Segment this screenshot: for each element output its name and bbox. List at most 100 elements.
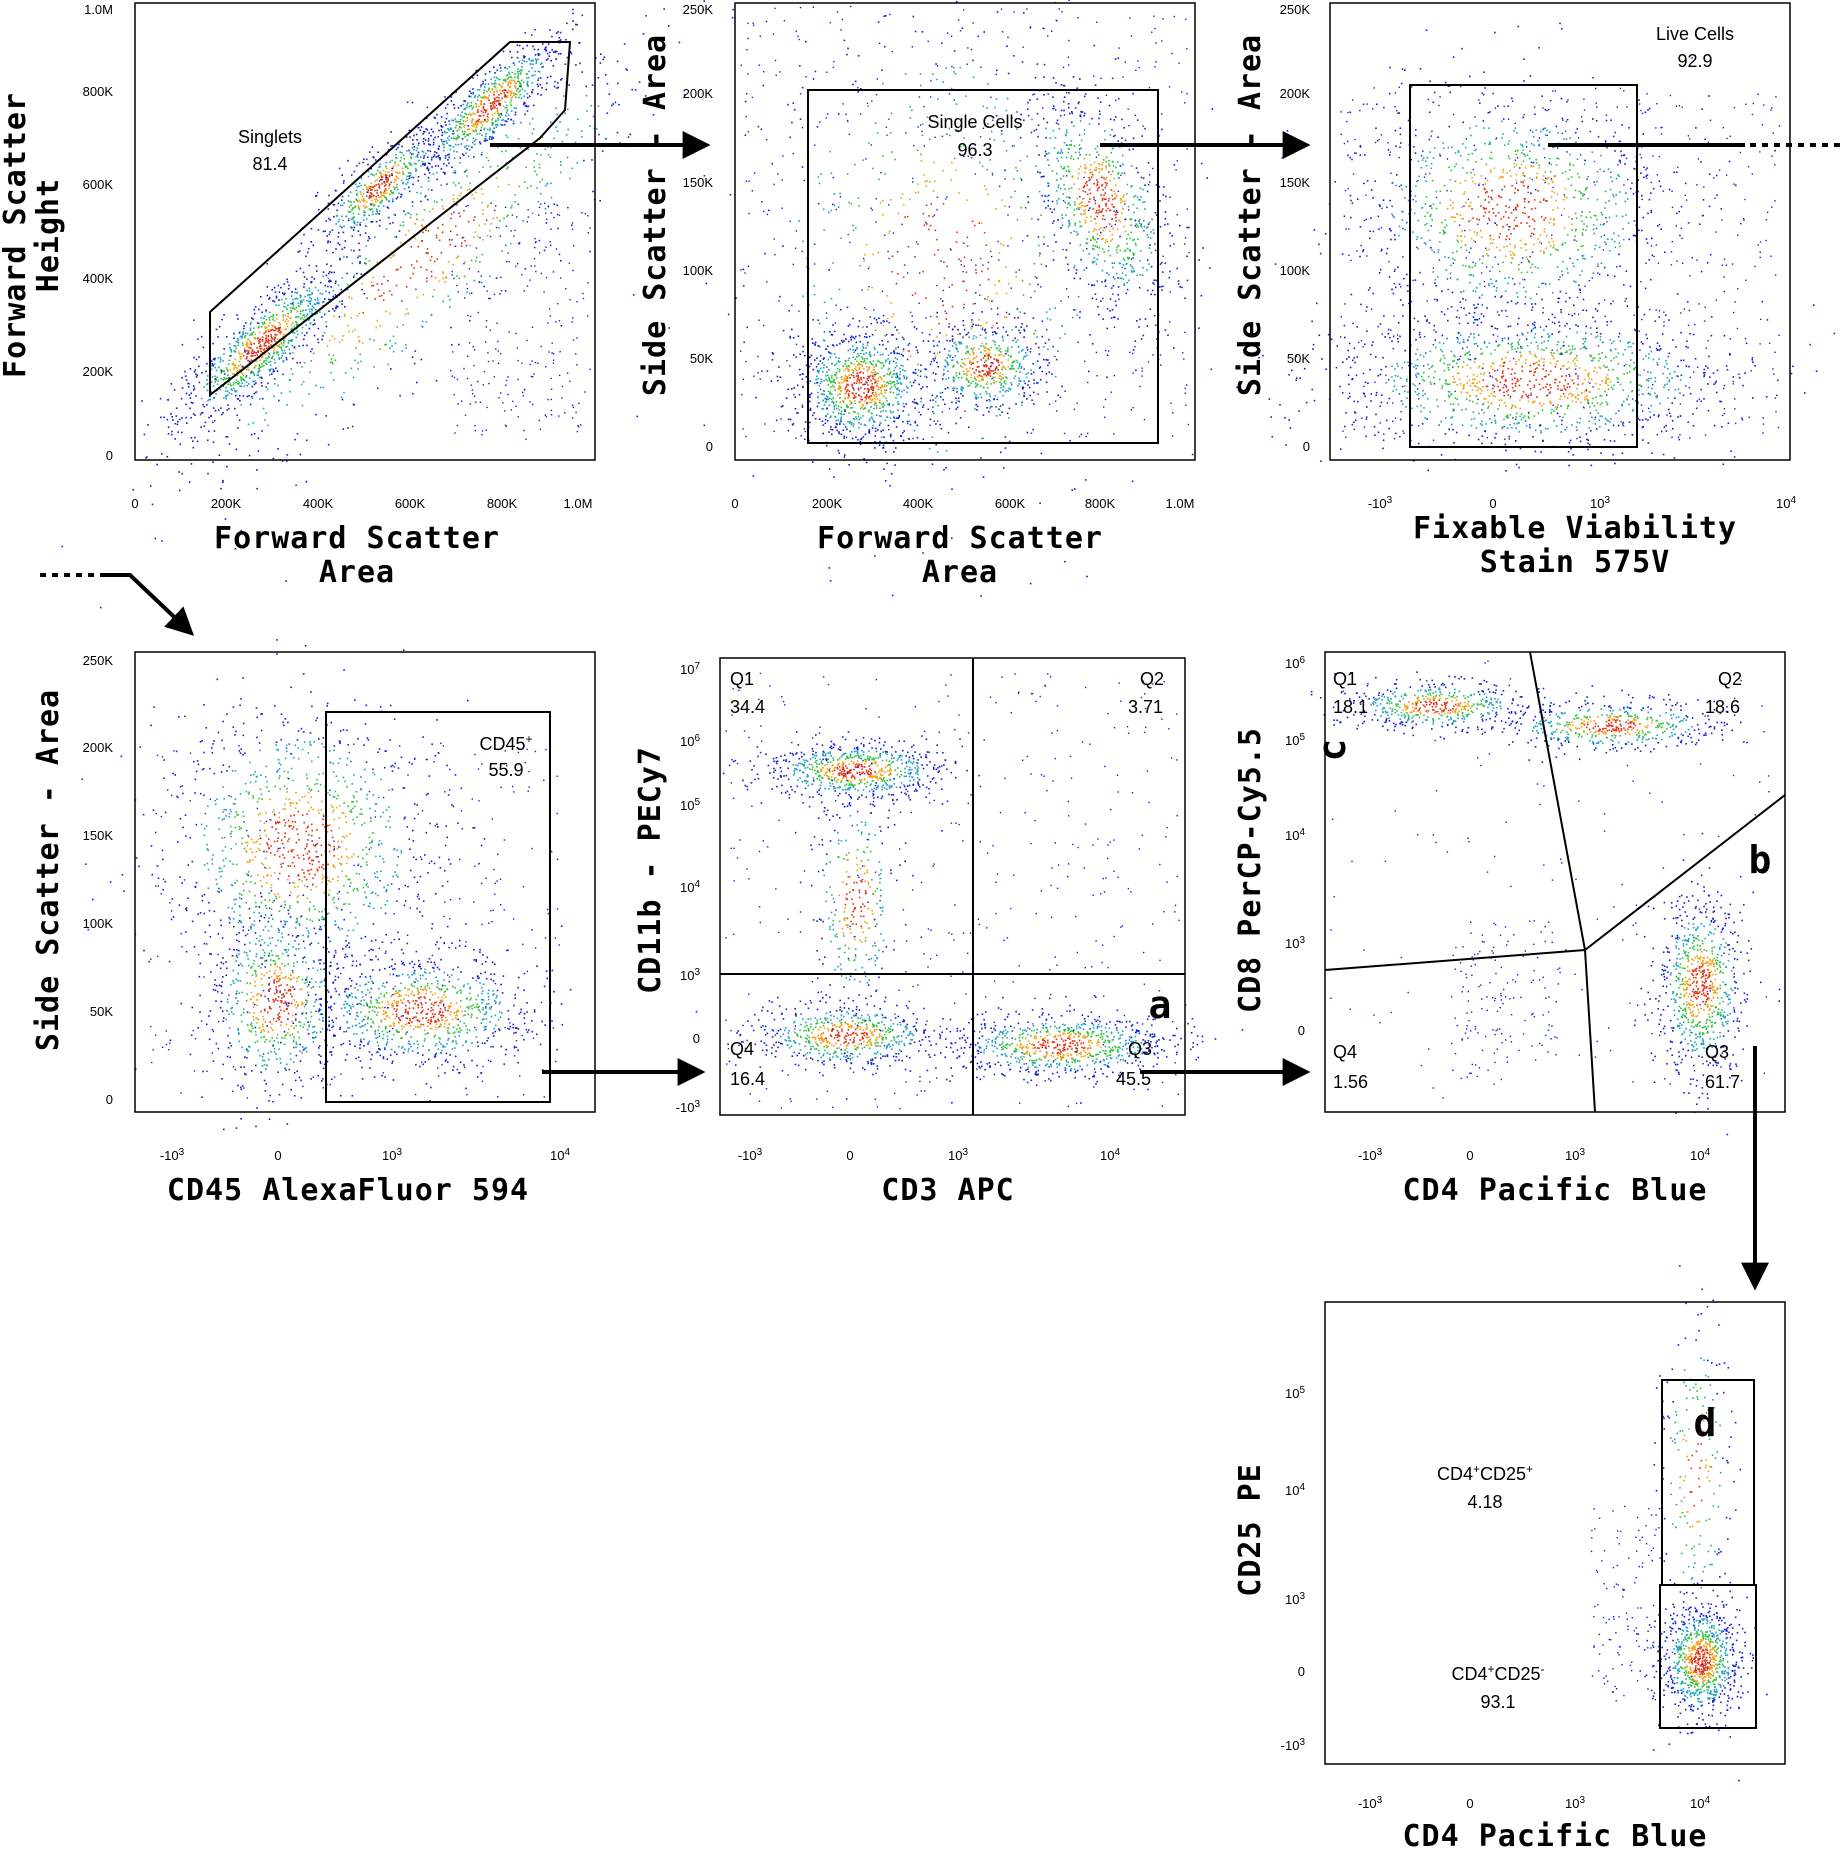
event-dot [399, 394, 401, 397]
event-dot [271, 357, 273, 360]
event-dot [360, 184, 362, 187]
event-dot [181, 343, 184, 346]
event-dot [363, 158, 365, 160]
event-dot [509, 90, 512, 93]
event-dot [875, 363, 877, 366]
event-dot [395, 269, 398, 271]
event-dot [1002, 339, 1004, 342]
event-dot [1084, 171, 1086, 174]
event-dot [848, 396, 850, 398]
event-dot [515, 107, 518, 110]
event-dot [429, 162, 431, 165]
event-dot [409, 151, 412, 154]
event-dot [532, 403, 534, 406]
event-dot [194, 436, 196, 439]
event-dot [1067, 151, 1070, 154]
event-dot [394, 236, 396, 238]
event-dot [265, 337, 267, 339]
event-dot [239, 399, 241, 402]
event-dot [365, 158, 368, 161]
event-dot [538, 53, 541, 56]
event-dot [245, 376, 247, 378]
event-dot [1040, 176, 1043, 178]
event-dot [366, 188, 369, 191]
event-dot [508, 86, 511, 89]
event-dot [525, 105, 528, 108]
event-dot [949, 354, 952, 357]
event-dot [272, 324, 275, 327]
event-dot [554, 80, 556, 83]
event-dot [865, 347, 867, 349]
event-dot [274, 361, 276, 364]
event-dot [455, 120, 457, 123]
event-dot [947, 363, 949, 365]
event-dot [287, 320, 289, 323]
event-dot [866, 378, 868, 380]
event-dot [842, 400, 845, 402]
event-dot [973, 352, 975, 354]
event-dot [211, 363, 214, 365]
event-dot [257, 350, 259, 352]
event-dot [236, 314, 238, 316]
event-dot [1057, 151, 1060, 154]
event-dot [492, 104, 495, 106]
event-dot [555, 126, 557, 129]
event-dot [291, 373, 294, 375]
event-dot [887, 358, 889, 360]
event-dot [385, 175, 387, 178]
event-dot [1129, 264, 1132, 266]
event-dot [825, 444, 828, 447]
event-dot [442, 300, 444, 303]
event-dot [473, 130, 475, 133]
event-dot [290, 310, 292, 312]
event-dot [283, 305, 285, 308]
event-dot [313, 303, 316, 305]
event-dot [966, 370, 969, 373]
event-dot [364, 207, 366, 209]
event-dot [481, 430, 484, 432]
event-dot [999, 381, 1001, 384]
event-dot [228, 359, 231, 362]
event-dot [1039, 366, 1042, 368]
event-dot [461, 242, 463, 244]
event-dot [586, 315, 589, 317]
event-dot [293, 325, 295, 328]
event-dot [867, 384, 869, 386]
event-dot [379, 348, 381, 350]
event-dot [346, 256, 348, 258]
event-dot [1123, 284, 1125, 286]
event-dot [342, 335, 345, 337]
event-dot [520, 121, 522, 124]
event-dot [829, 380, 831, 382]
event-dot [539, 181, 541, 183]
event-dot [308, 290, 311, 292]
event-dot [206, 383, 209, 385]
event-dot [269, 360, 272, 363]
event-dot [456, 378, 459, 381]
event-dot [195, 373, 197, 376]
event-dot [512, 400, 514, 403]
event-dot [411, 356, 414, 358]
event-dot [996, 372, 999, 375]
event-dot [1153, 232, 1155, 234]
event-dot [1152, 282, 1154, 284]
event-dot [559, 161, 562, 163]
event-dot [916, 403, 919, 405]
event-dot [449, 148, 452, 151]
event-dot [415, 288, 417, 291]
event-dot [805, 376, 808, 378]
event-dot [283, 333, 285, 336]
event-dot [514, 201, 516, 203]
event-dot [245, 375, 248, 377]
event-dot [995, 380, 997, 383]
event-dot [999, 405, 1002, 407]
event-dot [235, 371, 238, 373]
event-dot [301, 332, 303, 334]
event-dot [332, 362, 334, 365]
event-dot [855, 416, 857, 418]
event-dot [478, 171, 481, 173]
event-dot [550, 196, 553, 199]
event-dot [1104, 241, 1107, 244]
event-dot [476, 256, 478, 259]
